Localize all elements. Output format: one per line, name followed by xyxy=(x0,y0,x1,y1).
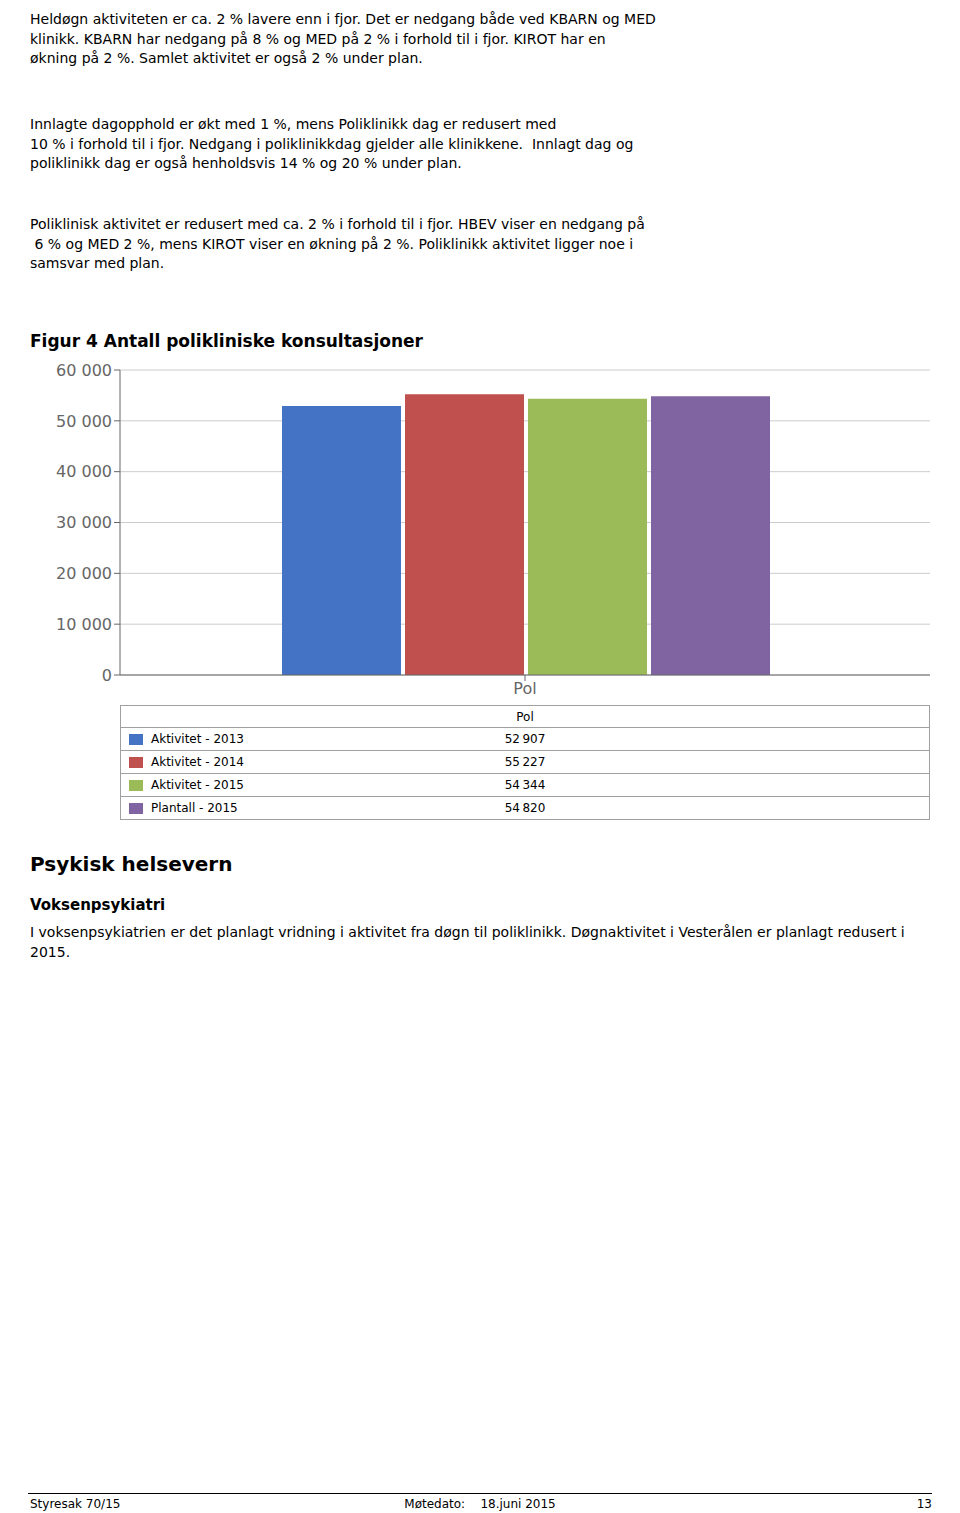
html-text:52 907: 52 907 xyxy=(504,732,546,746)
html-text:Styresak 70/15: Styresak 70/15 xyxy=(30,1497,121,1511)
html-text:Poliklinisk aktivitet er redus: Poliklinisk aktivitet er redusert med ca… xyxy=(30,216,645,272)
svg-text:60 000: 60 000 xyxy=(56,361,112,380)
html-text:54 344: 54 344 xyxy=(504,778,546,792)
svg-text:10 000: 10 000 xyxy=(56,615,112,634)
html-text:13: 13 xyxy=(916,1497,932,1511)
svg-text:Pol: Pol xyxy=(513,679,536,698)
html-text:Møtedato: 18.juni 2015: Møtedato: 18.juni 2015 xyxy=(404,1497,556,1511)
html-text:55 227: 55 227 xyxy=(504,755,546,769)
html-text:I voksenpsykiatrien er det pla: I voksenpsykiatrien er det planlagt vrid… xyxy=(30,924,910,960)
svg-text:20 000: 20 000 xyxy=(56,564,112,583)
svg-text:40 000: 40 000 xyxy=(56,462,112,481)
html-text:54 820: 54 820 xyxy=(504,801,546,815)
html-text:Pol: Pol xyxy=(516,709,534,724)
html-text:Heldøgn aktiviteten er ca. 2 %: Heldøgn aktiviteten er ca. 2 % lavere en… xyxy=(30,11,656,67)
svg-text:50 000: 50 000 xyxy=(56,412,112,431)
html-text:Psykisk helsevern: Psykisk helsevern xyxy=(30,852,233,876)
html-text:Innlagte dagopphold er økt med: Innlagte dagopphold er økt med 1 %, mens… xyxy=(30,116,634,172)
html-text:Aktivitet - 2014: Aktivitet - 2014 xyxy=(151,755,244,769)
svg-text:0: 0 xyxy=(102,666,112,685)
html-text:Voksenpsykiatri: Voksenpsykiatri xyxy=(30,896,166,914)
html-text:Plantall - 2015: Plantall - 2015 xyxy=(151,801,238,815)
html-text:Aktivitet - 2013: Aktivitet - 2013 xyxy=(151,732,244,746)
html-text:Aktivitet - 2015: Aktivitet - 2015 xyxy=(151,778,244,792)
html-text:Figur 4 Antall polikliniske ko: Figur 4 Antall polikliniske konsultasjon… xyxy=(30,331,423,351)
svg-text:30 000: 30 000 xyxy=(56,513,112,532)
